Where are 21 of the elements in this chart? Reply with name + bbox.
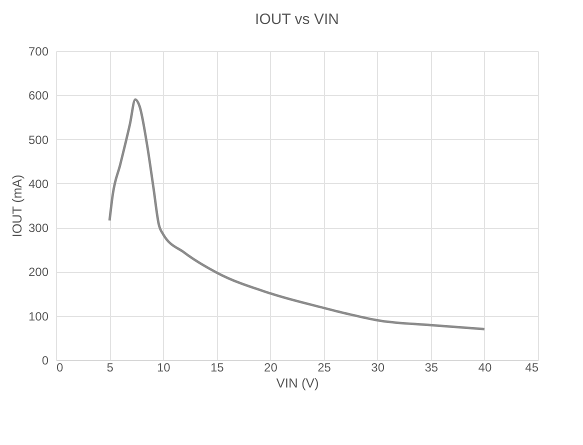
x-tick-label: 35: [424, 360, 438, 374]
x-tick-label: 15: [210, 360, 224, 374]
y-tick-label: 200: [28, 265, 49, 280]
y-tick-label: 400: [28, 176, 49, 191]
x-tick-label: 0: [56, 360, 64, 374]
x-tick-label: 45: [525, 360, 539, 374]
chart-title: IOUT vs VIN: [255, 11, 339, 28]
x-axis-title: VIN (V): [276, 376, 319, 390]
y-tick-label: 500: [28, 132, 49, 147]
x-tick-label: 5: [106, 360, 114, 374]
y-tick-label: 700: [28, 44, 49, 58]
x-tick-label: 20: [264, 360, 278, 374]
y-tick-label: 100: [28, 309, 49, 324]
x-tick-label: 40: [478, 360, 492, 374]
x-tick-label: 30: [371, 360, 385, 374]
y-tick-label: 600: [28, 88, 49, 103]
y-tick-label: 300: [28, 221, 49, 236]
y-axis-title: IOUT (mA): [9, 174, 24, 238]
x-tick-label: 25: [318, 360, 332, 374]
x-tick-label: 10: [156, 360, 171, 374]
line-series: [108, 98, 486, 330]
